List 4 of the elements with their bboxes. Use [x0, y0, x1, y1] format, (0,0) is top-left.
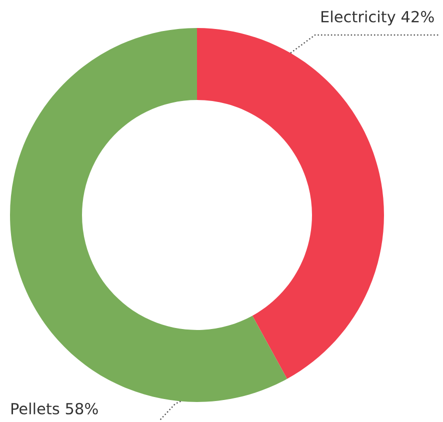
slice-label: Pellets 58% [12, 402, 98, 414]
donut-slice [10, 28, 288, 402]
donut-slice [197, 28, 384, 379]
slice-label: Electricity 42% [322, 10, 434, 26]
